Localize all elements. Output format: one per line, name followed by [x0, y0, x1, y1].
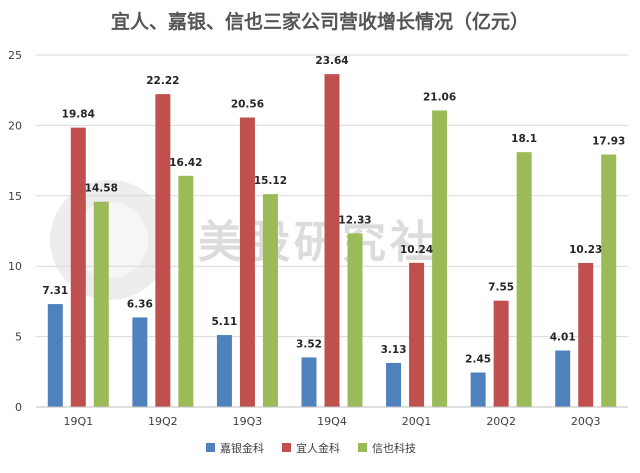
y-tick-label: 0	[15, 401, 22, 414]
bar	[262, 194, 278, 407]
data-label: 15.12	[254, 175, 287, 187]
x-tick-label: 20Q1	[402, 415, 432, 428]
x-axis: 19Q1 19Q2 19Q3 19Q4 20Q1 20Q2 20Q3	[36, 406, 628, 428]
data-label: 14.58	[85, 183, 118, 195]
data-label: 10.24	[400, 244, 433, 256]
y-axis: 0 5 10 15 20 25	[8, 49, 22, 414]
bar	[301, 357, 317, 407]
legend: 嘉银金科 宜人金科 信也科技	[206, 441, 416, 455]
data-labels: 7.31 6.36 5.11 3.52 3.13 2.45 4.01 19.84 22.22 20…	[42, 55, 625, 365]
bar	[432, 110, 448, 408]
x-tick-label: 20Q2	[486, 415, 516, 428]
bar	[386, 362, 402, 407]
bar	[578, 262, 594, 407]
bars	[47, 74, 617, 408]
y-tick-label: 10	[8, 260, 22, 273]
data-label: 23.64	[315, 55, 348, 67]
bar	[409, 262, 425, 407]
bar	[555, 350, 571, 407]
y-tick-label: 20	[8, 119, 22, 132]
x-tick-label: 20Q3	[571, 415, 601, 428]
legend-label: 嘉银金科	[220, 441, 264, 455]
legend-label: 宜人金科	[296, 441, 340, 455]
data-label: 16.42	[169, 157, 202, 169]
data-label: 7.55	[488, 282, 514, 294]
bar	[70, 127, 86, 407]
bar	[516, 152, 532, 407]
data-label: 17.93	[592, 136, 625, 148]
data-label: 5.11	[211, 316, 237, 328]
bar	[216, 335, 232, 407]
bar	[470, 372, 486, 407]
legend-swatch	[358, 443, 367, 452]
bar	[347, 233, 363, 407]
watermark-text: 美股研究社	[198, 217, 438, 268]
y-tick-label: 25	[8, 49, 22, 62]
y-tick-label: 5	[15, 331, 22, 344]
data-label: 2.45	[465, 354, 491, 366]
data-label: 3.13	[381, 344, 407, 356]
data-label: 4.01	[550, 332, 576, 344]
legend-swatch	[282, 443, 291, 452]
bar	[47, 304, 63, 407]
chart-title: 宜人、嘉银、信也三家公司营收增长情况（亿元）	[111, 10, 529, 33]
bar	[93, 201, 109, 407]
data-label: 22.22	[146, 75, 179, 87]
data-label: 6.36	[127, 298, 153, 310]
bar	[493, 300, 509, 407]
data-label: 12.33	[338, 214, 371, 226]
x-tick-label: 19Q3	[233, 415, 263, 428]
data-label: 21.06	[423, 91, 456, 103]
y-tick-label: 15	[8, 190, 22, 203]
x-tick-label: 19Q4	[317, 415, 347, 428]
bar	[155, 94, 171, 408]
x-tick-label: 19Q2	[148, 415, 178, 428]
bar	[132, 317, 148, 407]
data-label: 10.23	[569, 244, 602, 256]
bar	[178, 175, 194, 407]
x-tick-label: 19Q1	[63, 415, 93, 428]
bar	[324, 74, 340, 407]
legend-swatch	[206, 443, 215, 452]
watermark-logo-inner	[72, 202, 148, 278]
data-label: 18.1	[511, 133, 537, 145]
data-label: 3.52	[296, 338, 322, 350]
data-label: 7.31	[42, 285, 68, 297]
bar	[601, 154, 617, 407]
legend-label: 信也科技	[372, 441, 416, 455]
bar	[239, 117, 255, 407]
data-label: 19.84	[62, 109, 95, 121]
data-label: 20.56	[231, 99, 264, 111]
